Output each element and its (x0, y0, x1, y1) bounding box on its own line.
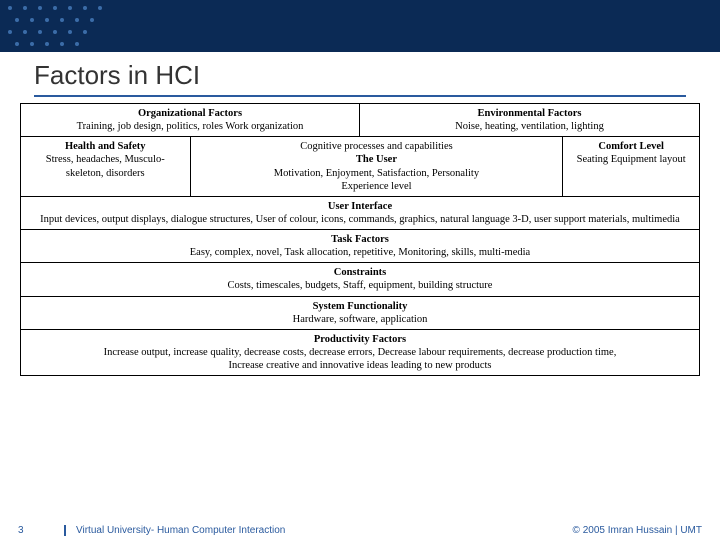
cog-line3: Experience level (197, 180, 557, 193)
hs-body: Stress, headaches, Musculo-skeleton, dis… (27, 153, 184, 179)
org-body: Training, job design, politics, roles Wo… (27, 120, 353, 133)
prod-body: Increase output, increase quality, decre… (27, 346, 693, 372)
footer-center: Virtual University- Human Computer Inter… (66, 525, 573, 536)
constraints-body: Costs, timescales, budgets, Staff, equip… (27, 279, 693, 292)
decorative-dots (0, 0, 160, 52)
org-heading: Organizational Factors (27, 107, 353, 120)
cog-line2: Motivation, Enjoyment, Satisfaction, Per… (197, 167, 557, 180)
title-underline (34, 95, 686, 97)
env-heading: Environmental Factors (366, 107, 693, 120)
slide-number: 3 (18, 525, 66, 536)
row-task: Task Factors Easy, complex, novel, Task … (21, 230, 699, 263)
slide-title: Factors in HCI (0, 52, 720, 95)
cog-user: The User (197, 153, 557, 166)
footer: 3 Virtual University- Human Computer Int… (0, 525, 720, 536)
factors-table: Organizational Factors Training, job des… (20, 103, 700, 376)
comfort-heading: Comfort Level (569, 140, 693, 153)
row-constraints: Constraints Costs, timescales, budgets, … (21, 263, 699, 296)
constraints-heading: Constraints (27, 266, 693, 279)
hs-heading: Health and Safety (27, 140, 184, 153)
row-sysfunc: System Functionality Hardware, software,… (21, 297, 699, 330)
cog-heading: Cognitive processes and capabilities (197, 140, 557, 153)
comfort-body: Seating Equipment layout (569, 153, 693, 166)
header-band (0, 0, 720, 52)
footer-copyright: © 2005 Imran Hussain | UMT (573, 525, 702, 536)
env-body: Noise, heating, ventilation, lighting (366, 120, 693, 133)
task-heading: Task Factors (27, 233, 693, 246)
ui-body: Input devices, output displays, dialogue… (27, 213, 693, 226)
ui-heading: User Interface (27, 200, 693, 213)
sysfunc-heading: System Functionality (27, 300, 693, 313)
prod-heading: Productivity Factors (27, 333, 693, 346)
task-body: Easy, complex, novel, Task allocation, r… (27, 246, 693, 259)
row-productivity: Productivity Factors Increase output, in… (21, 330, 699, 375)
sysfunc-body: Hardware, software, application (27, 313, 693, 326)
row-org-env: Organizational Factors Training, job des… (21, 104, 699, 137)
row-ui: User Interface Input devices, output dis… (21, 197, 699, 230)
row-hs-cog-comfort: Health and Safety Stress, headaches, Mus… (21, 137, 699, 197)
